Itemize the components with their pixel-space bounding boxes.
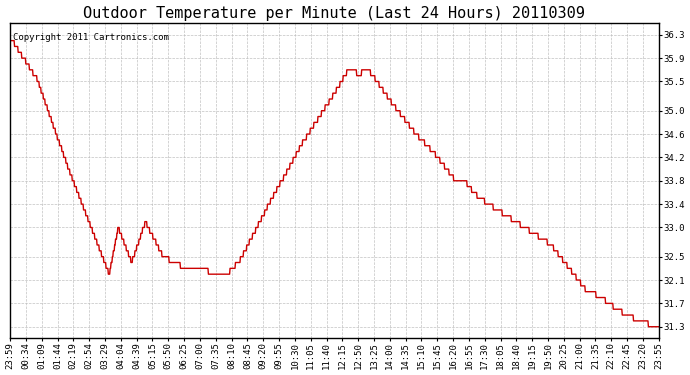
Text: Copyright 2011 Cartronics.com: Copyright 2011 Cartronics.com: [13, 33, 169, 42]
Title: Outdoor Temperature per Minute (Last 24 Hours) 20110309: Outdoor Temperature per Minute (Last 24 …: [83, 6, 585, 21]
